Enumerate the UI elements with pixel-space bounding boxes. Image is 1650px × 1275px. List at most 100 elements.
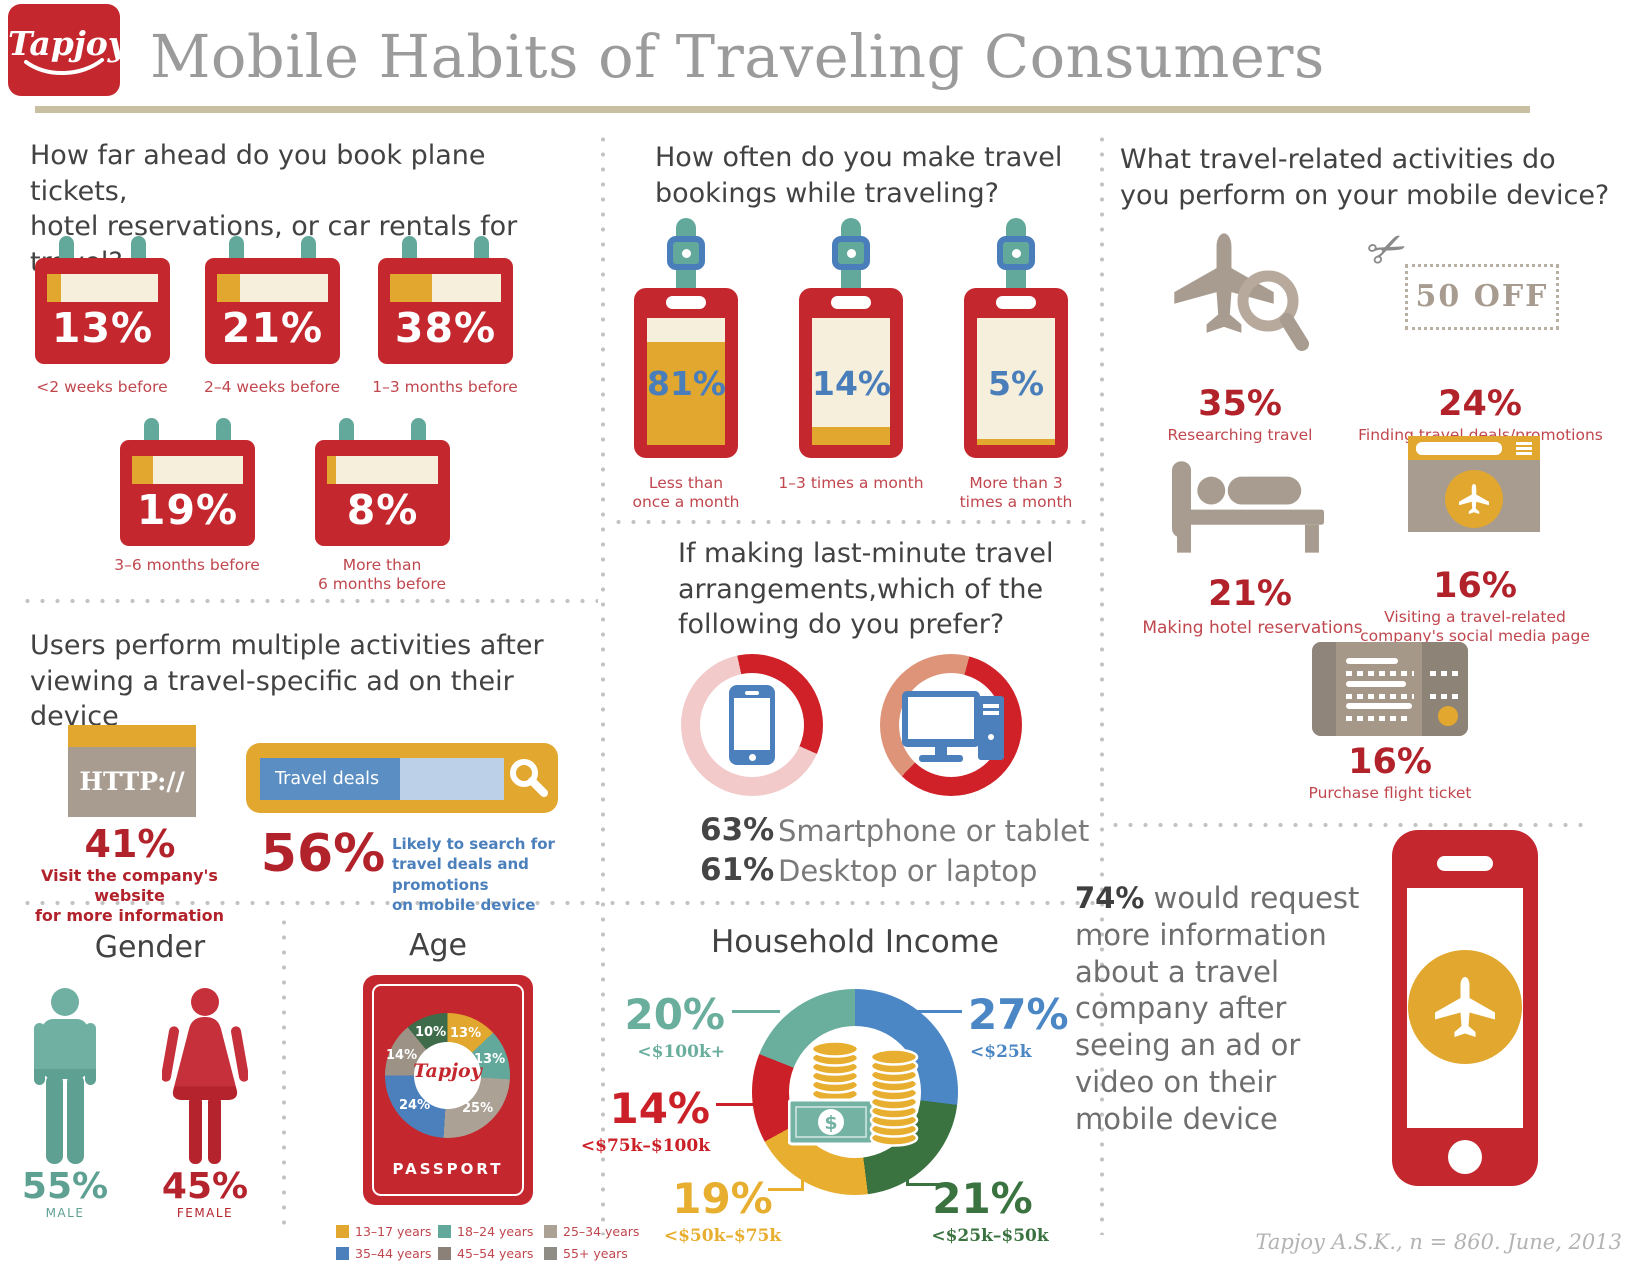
stat-value: 61%	[700, 852, 775, 888]
stat-label: 1–3 months before	[372, 378, 518, 396]
income-value: 21%	[932, 1174, 1033, 1223]
smartphone-ring-chart	[681, 654, 823, 796]
stat-label: Less than once a month	[632, 474, 740, 512]
stat-value: 45%	[161, 1166, 249, 1207]
stat-label: Making hotel reservations	[1142, 618, 1363, 638]
pie-slice-label: 25%	[462, 1101, 494, 1116]
stat-value: 81%	[647, 363, 725, 403]
smartphone-icon	[729, 685, 775, 765]
search-bar-icon: Travel deals	[246, 743, 558, 813]
flight-ticket-icon	[1312, 642, 1468, 736]
calendar-icon: 21%	[205, 236, 340, 366]
callout-line	[716, 1103, 758, 1106]
stat-label: Visit the company's website for more inf…	[34, 866, 225, 925]
income-value: 20%	[624, 990, 725, 1039]
question-last-minute: If making last-minute travel arrangement…	[678, 538, 1054, 641]
stat-label: More than 3 times a month	[959, 474, 1073, 512]
tag-buckle	[667, 236, 705, 270]
income-value: 27%	[968, 990, 1069, 1039]
stat-label: Likely to search for travel deals and pr…	[392, 835, 555, 914]
stat-value: 19%	[136, 486, 239, 534]
plane-icon	[1435, 977, 1495, 1037]
income-value: 19%	[672, 1174, 773, 1223]
stat-label: 1–3 times a month	[778, 474, 924, 492]
stat-label: FEMALE	[176, 1206, 234, 1220]
social-page-icon	[1408, 436, 1540, 532]
stat-label: 2–4 weeks before	[203, 378, 340, 396]
stat-label: Purchase flight ticket	[1308, 784, 1472, 802]
request-info-text: 74% would request more information about…	[1075, 881, 1360, 1136]
divider-horizontal-right	[1108, 823, 1590, 827]
website-icon: HTTP://	[68, 725, 196, 817]
search-icon	[510, 759, 548, 797]
calendar-progress	[47, 274, 62, 302]
logo-swoosh-icon	[24, 58, 104, 75]
tapjoy-logo-text: Tapjoy	[8, 24, 127, 63]
stat-value: 55%	[21, 1166, 109, 1207]
svg-text:$: $	[824, 1112, 837, 1134]
stat-value: 5%	[987, 363, 1045, 403]
search-query: Travel deals	[260, 758, 400, 800]
stat-value: 16%	[1433, 566, 1517, 606]
tag-buckle	[997, 236, 1035, 270]
stat-value: 35%	[1198, 384, 1282, 424]
stat-label: <2 weeks before	[36, 378, 168, 396]
menu-icon	[1516, 442, 1532, 455]
stat-value: 21%	[1208, 574, 1292, 614]
income-label: <$75k–$100k	[580, 1136, 710, 1156]
pie-slice-label: 14%	[386, 1048, 418, 1063]
legend-item: 13–17 years	[336, 1224, 431, 1239]
income-label: <$25k–$50k	[931, 1226, 1049, 1246]
ticket-dot	[1438, 706, 1458, 726]
income-title: Household Income	[711, 924, 999, 960]
age-legend: 13–17 years 18–24 years 25–34 years 35–4…	[336, 1224, 639, 1261]
pie-slice-label: 24%	[399, 1098, 431, 1113]
age-pie-chart	[385, 1013, 510, 1138]
pie-slice-label: 13%	[474, 1052, 506, 1067]
callout-line	[768, 1188, 804, 1191]
pie-slice-label: 13%	[450, 1026, 482, 1041]
income-label: <$100k+	[637, 1042, 725, 1062]
http-text: HTTP://	[79, 767, 185, 796]
income-label: <$25k	[970, 1042, 1032, 1062]
divider-horizontal-mid	[611, 520, 1096, 524]
income-value: 14%	[609, 1084, 710, 1133]
male-icon	[34, 988, 96, 1164]
gender-title: Gender	[94, 930, 206, 965]
stat-value: 16%	[1348, 742, 1432, 782]
divider-vertical-1	[601, 132, 605, 1235]
calendar-icon: 8%	[315, 418, 450, 548]
divider-horizontal-main	[20, 901, 1096, 905]
divider-vertical-3	[282, 915, 286, 1233]
question-booking-ahead: How far ahead do you book plane tickets,…	[30, 140, 518, 278]
magnifier-icon	[1237, 270, 1309, 351]
coupon-icon: 50 OFF	[1405, 264, 1559, 330]
luggage-tag-icon: 5%	[964, 288, 1068, 458]
heading-post-ad: Users perform multiple activities after …	[30, 630, 544, 733]
question-booking-frequency: How often do you make travel bookings wh…	[655, 142, 1063, 209]
passport-label: PASSPORT	[392, 1160, 504, 1178]
stat-label: Smartphone or tablet	[778, 814, 1090, 848]
stat-label: MALE	[45, 1206, 85, 1220]
desktop-ring-chart	[880, 654, 1022, 796]
tag-fill	[647, 342, 725, 445]
question-mobile-activities: What travel-related activities do you pe…	[1120, 144, 1610, 211]
stat-value: 56%	[260, 824, 386, 884]
stat-value: 63%	[700, 812, 775, 848]
tag-buckle	[832, 236, 870, 270]
stat-label: Visiting a travel-related company's soci…	[1360, 608, 1590, 646]
callout-line	[906, 1156, 909, 1186]
female-icon	[162, 988, 248, 1164]
hotel-bed-icon	[1172, 456, 1324, 557]
legend-item: 55+ years	[544, 1246, 639, 1261]
stat-value: 13%	[51, 304, 154, 352]
plane-search-icon	[1163, 230, 1323, 362]
stat-value: 21%	[221, 304, 324, 352]
pie-slice-label: 10%	[415, 1025, 447, 1040]
stat-label: Researching travel	[1167, 426, 1313, 444]
luggage-tag-icon: 81%	[634, 288, 738, 458]
source-note: Tapjoy A.S.K., n = 860. June, 2013	[1255, 1230, 1623, 1254]
stat-value: 14%	[812, 363, 890, 403]
title-divider	[35, 106, 1530, 113]
